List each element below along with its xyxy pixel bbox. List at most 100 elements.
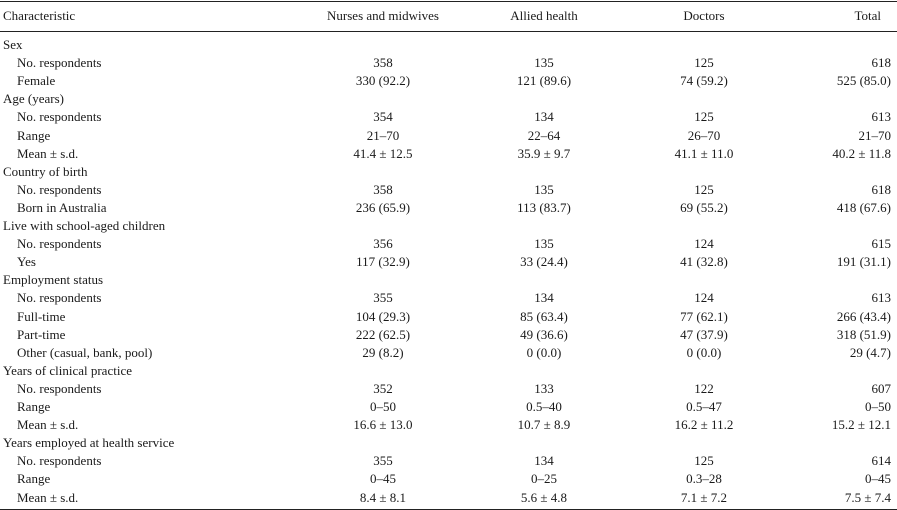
doctors-cell: 16.2 ± 11.2 bbox=[674, 417, 734, 433]
doctors-cell: 26–70 bbox=[687, 127, 721, 143]
row-label: No. respondents bbox=[17, 290, 102, 306]
nurses-midwives-cell: 354 bbox=[373, 109, 393, 125]
row-label: No. respondents bbox=[17, 453, 102, 469]
section-label: Employment status bbox=[3, 272, 104, 288]
table-section-row: Country of birth bbox=[0, 163, 897, 181]
nurses-midwives-cell: 355 bbox=[373, 453, 393, 469]
table-row: No. respondents 358 135 125 618 bbox=[0, 181, 897, 199]
table-row: No. respondents 355 134 125 614 bbox=[0, 452, 897, 470]
table-row: Range 0–45 0–25 0.3–28 0–45 bbox=[0, 470, 897, 488]
allied-health-cell: 85 (63.4) bbox=[520, 308, 568, 324]
table-row: No. respondents 358 135 125 618 bbox=[0, 54, 897, 72]
section-label: Live with school-aged children bbox=[3, 218, 166, 233]
allied-health-cell: 134 bbox=[534, 290, 554, 306]
total-cell: 618 bbox=[871, 181, 892, 197]
nurses-midwives-cell: 0–45 bbox=[370, 471, 396, 487]
total-cell: 29 (4.7) bbox=[849, 344, 891, 360]
table-row: Born in Australia 236 (65.9) 113 (83.7) 69 … bbox=[0, 199, 897, 217]
total-cell: 0–50 bbox=[865, 399, 891, 414]
table-section-row: Years of clinical practice bbox=[0, 362, 897, 380]
table-row: Full-time 104 (29.3) 85 (63.4) 77 (62.1) 266… bbox=[0, 308, 897, 326]
row-label: Mean ± s.d. bbox=[17, 145, 79, 161]
total-cell: 607 bbox=[871, 380, 892, 396]
row-label: Female bbox=[17, 73, 56, 89]
doctors-cell: 124 bbox=[694, 290, 714, 306]
table-section-row: Years employed at health service bbox=[0, 434, 897, 452]
total-cell: 525 (85.0) bbox=[836, 73, 891, 89]
total-cell: 614 bbox=[871, 453, 892, 469]
allied-health-cell: 35.9 ± 9.7 bbox=[517, 145, 571, 161]
doctors-cell: 7.1 ± 7.2 bbox=[680, 489, 728, 505]
nurses-midwives-cell: 16.6 ± 13.0 bbox=[353, 417, 413, 433]
nurses-midwives-cell: 29 (8.2) bbox=[362, 344, 404, 360]
doctors-cell: 47 (37.9) bbox=[680, 326, 728, 342]
doctors-cell: 125 bbox=[694, 109, 714, 125]
nurses-midwives-cell: 0–50 bbox=[370, 399, 396, 414]
table-row: Other (casual, bank, pool) 29 (8.2) 0 (0.0… bbox=[0, 344, 897, 362]
nurses-midwives-cell: 356 bbox=[373, 236, 393, 252]
nurses-midwives-cell: 8.4 ± 8.1 bbox=[359, 489, 407, 505]
table-section-row: Employment status bbox=[0, 271, 897, 289]
nurses-midwives-cell: 236 (65.9) bbox=[355, 199, 411, 215]
allied-health-cell: 49 (36.6) bbox=[520, 326, 568, 342]
header-characteristic: Characteristic bbox=[3, 8, 76, 23]
nurses-midwives-cell: 41.4 ± 12.5 bbox=[353, 145, 413, 161]
total-cell: 266 (43.4) bbox=[836, 308, 891, 324]
row-label: Other (casual, bank, pool) bbox=[17, 344, 153, 360]
section-label: Country of birth bbox=[3, 163, 88, 179]
section-label: Age (years) bbox=[3, 91, 64, 107]
doctors-cell: 0 (0.0) bbox=[686, 344, 722, 360]
table-section-row: Sex bbox=[0, 36, 897, 54]
doctors-cell: 125 bbox=[694, 55, 714, 71]
row-label: Full-time bbox=[17, 308, 66, 324]
row-label: Born in Australia bbox=[17, 199, 107, 215]
row-label: No. respondents bbox=[17, 109, 102, 125]
table-row: No. respondents 354 134 125 613 bbox=[0, 108, 897, 126]
nurses-midwives-cell: 352 bbox=[373, 380, 393, 396]
row-label: Mean ± s.d. bbox=[17, 489, 79, 505]
nurses-midwives-cell: 21–70 bbox=[366, 127, 400, 143]
table-section-row: Age (years) bbox=[0, 90, 897, 108]
doctors-cell: 0.5–47 bbox=[686, 399, 722, 414]
table-row: Range 0–50 0.5–40 0.5–47 0–50 bbox=[0, 398, 897, 416]
row-label: Mean ± s.d. bbox=[17, 417, 79, 433]
doctors-cell: 0.3–28 bbox=[686, 471, 722, 487]
row-label: Range bbox=[17, 471, 51, 487]
table-row: Yes 117 (32.9) 33 (24.4) 41 (32.8) 191 (31.1… bbox=[0, 253, 897, 271]
total-cell: 21–70 bbox=[858, 127, 892, 143]
doctors-cell: 41 (32.8) bbox=[680, 254, 728, 270]
row-label: Range bbox=[17, 127, 51, 143]
doctors-cell: 124 bbox=[694, 236, 714, 252]
allied-health-cell: 0 (0.0) bbox=[526, 344, 562, 360]
section-label: Years of clinical practice bbox=[3, 362, 132, 378]
total-cell: 615 bbox=[871, 236, 892, 252]
table-row: No. respondents 356 135 124 615 bbox=[0, 235, 897, 253]
row-label: Range bbox=[17, 399, 51, 414]
nurses-midwives-cell: 330 (92.2) bbox=[355, 73, 411, 89]
row-label: No. respondents bbox=[17, 380, 102, 396]
total-cell: 40.2 ± 11.8 bbox=[832, 145, 891, 161]
table-header-rule bbox=[0, 31, 897, 32]
total-cell: 191 (31.1) bbox=[836, 254, 891, 270]
doctors-cell: 77 (62.1) bbox=[680, 308, 728, 324]
table-header-row: Characteristic Nurses and midwives Allie… bbox=[0, 7, 897, 25]
table-row: No. respondents 352 133 122 607 bbox=[0, 380, 897, 398]
total-cell: 0–45 bbox=[865, 471, 891, 487]
doctors-cell: 74 (59.2) bbox=[680, 73, 728, 89]
doctors-cell: 125 bbox=[694, 453, 714, 469]
table-row: Female 330 (92.2) 121 (89.6) 74 (59.2) 525 (… bbox=[0, 72, 897, 90]
row-label: No. respondents bbox=[17, 55, 102, 71]
allied-health-cell: 33 (24.4) bbox=[520, 254, 568, 270]
allied-health-cell: 0.5–40 bbox=[526, 399, 562, 414]
section-label: Years employed at health service bbox=[3, 435, 175, 451]
row-label: No. respondents bbox=[17, 236, 102, 252]
table-row: No. respondents 355 134 124 613 bbox=[0, 289, 897, 307]
table-row: Part-time 222 (62.5) 49 (36.6) 47 (37.9) 318… bbox=[0, 326, 897, 344]
header-allied-health: Allied health bbox=[510, 8, 578, 23]
allied-health-cell: 134 bbox=[534, 453, 554, 469]
allied-health-cell: 5.6 ± 4.8 bbox=[520, 489, 568, 505]
table-row: Mean ± s.d. 41.4 ± 12.5 35.9 ± 9.7 41.1 ± 1… bbox=[0, 145, 897, 163]
nurses-midwives-cell: 104 (29.3) bbox=[355, 308, 411, 324]
allied-health-cell: 135 bbox=[534, 181, 554, 197]
